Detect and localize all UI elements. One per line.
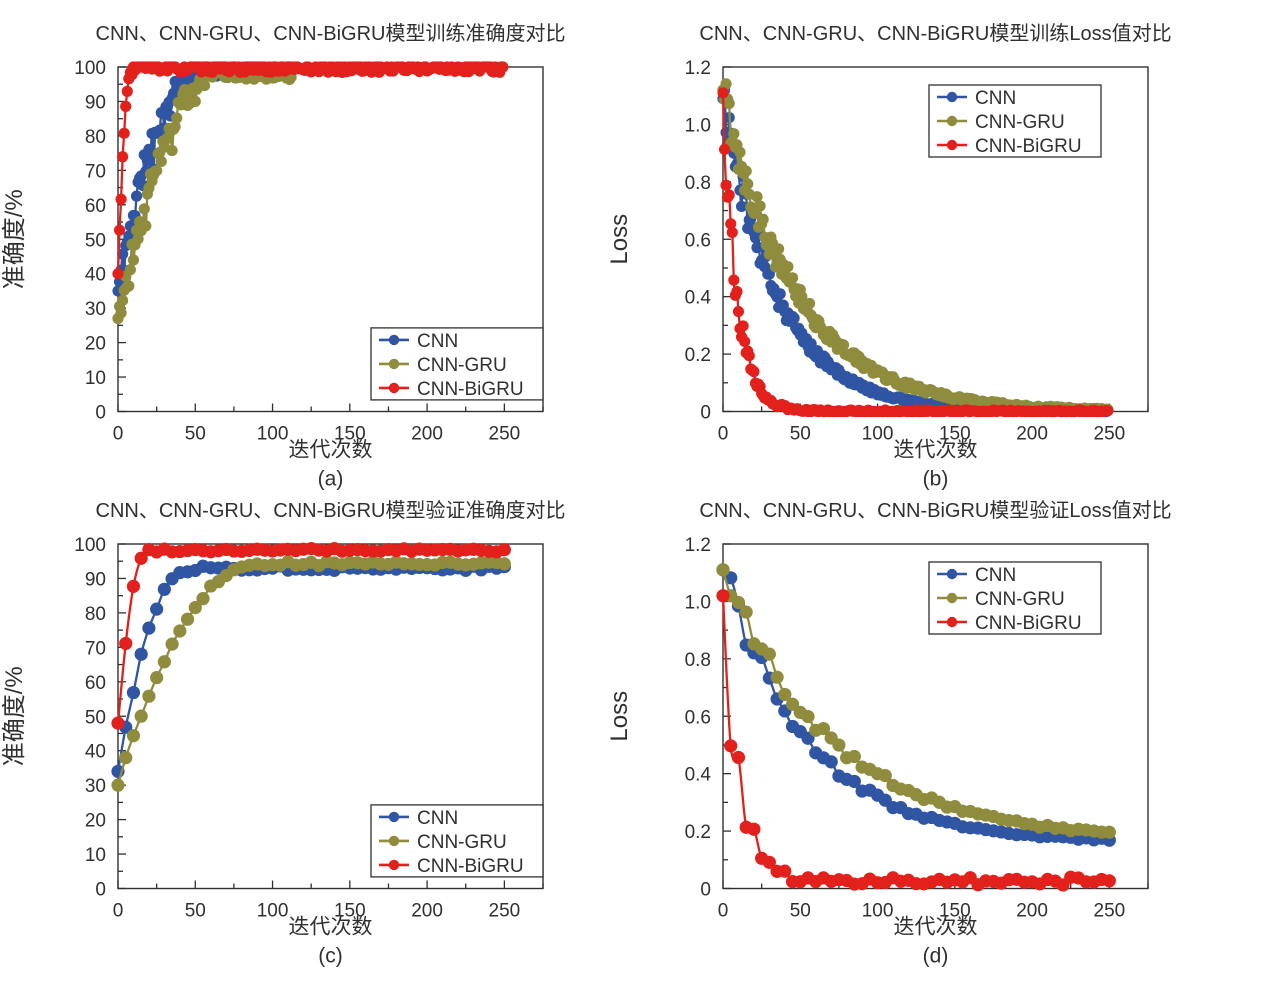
svg-text:CNN、CNN-GRU、CNN-BiGRU模型训练Loss值: CNN、CNN-GRU、CNN-BiGRU模型训练Loss值对比 [699, 22, 1171, 45]
svg-text:100: 100 [862, 424, 894, 445]
svg-text:迭代次数: 迭代次数 [289, 916, 373, 939]
svg-text:200: 200 [1016, 901, 1048, 922]
svg-text:200: 200 [411, 424, 443, 445]
svg-text:50: 50 [185, 901, 206, 922]
svg-text:1.0: 1.0 [685, 592, 711, 613]
svg-text:0.8: 0.8 [685, 173, 711, 194]
svg-text:0: 0 [95, 403, 106, 424]
svg-text:60: 60 [85, 673, 106, 694]
svg-text:10: 10 [85, 368, 106, 389]
svg-text:0.6: 0.6 [685, 230, 711, 251]
svg-text:0: 0 [95, 880, 106, 901]
svg-text:0.2: 0.2 [685, 345, 711, 366]
svg-text:1.2: 1.2 [685, 58, 711, 79]
svg-text:50: 50 [790, 424, 811, 445]
svg-text:CNN、CNN-GRU、CNN-BiGRU模型训练准确度对比: CNN、CNN-GRU、CNN-BiGRU模型训练准确度对比 [96, 22, 566, 45]
svg-text:迭代次数: 迭代次数 [289, 439, 373, 462]
svg-text:CNN: CNN [417, 808, 458, 829]
svg-text:CNN: CNN [417, 331, 458, 352]
svg-text:CNN-BiGRU: CNN-BiGRU [417, 379, 524, 400]
svg-text:40: 40 [85, 265, 106, 286]
svg-text:1.2: 1.2 [685, 535, 711, 556]
svg-text:CNN: CNN [975, 88, 1016, 109]
svg-text:0: 0 [718, 901, 729, 922]
svg-text:0.2: 0.2 [685, 822, 711, 843]
svg-text:40: 40 [85, 742, 106, 763]
svg-text:准确度/%: 准确度/% [1, 666, 28, 766]
svg-text:0.4: 0.4 [685, 765, 712, 786]
svg-text:250: 250 [489, 901, 521, 922]
svg-text:60: 60 [85, 196, 106, 217]
svg-text:200: 200 [1016, 424, 1048, 445]
svg-text:30: 30 [85, 776, 106, 797]
svg-text:30: 30 [85, 299, 106, 320]
svg-text:0: 0 [113, 424, 124, 445]
svg-text:250: 250 [489, 424, 521, 445]
svg-text:0: 0 [700, 403, 711, 424]
svg-text:(c): (c) [318, 945, 343, 968]
svg-text:80: 80 [85, 604, 106, 625]
svg-text:20: 20 [85, 334, 106, 355]
svg-text:70: 70 [85, 638, 106, 659]
svg-text:0: 0 [113, 901, 124, 922]
svg-text:Loss: Loss [606, 214, 633, 265]
svg-text:CNN-BiGRU: CNN-BiGRU [975, 136, 1082, 157]
svg-text:0.8: 0.8 [685, 650, 711, 671]
svg-text:70: 70 [85, 161, 106, 182]
svg-text:20: 20 [85, 811, 106, 832]
svg-text:Loss: Loss [606, 691, 633, 742]
svg-text:100: 100 [74, 58, 106, 79]
svg-text:CNN-GRU: CNN-GRU [975, 112, 1065, 133]
svg-text:CNN、CNN-GRU、CNN-BiGRU模型验证准确度对比: CNN、CNN-GRU、CNN-BiGRU模型验证准确度对比 [96, 499, 566, 522]
svg-text:CNN-GRU: CNN-GRU [417, 832, 507, 853]
svg-text:0: 0 [700, 880, 711, 901]
svg-text:100: 100 [257, 901, 289, 922]
svg-text:CNN-BiGRU: CNN-BiGRU [417, 856, 524, 877]
svg-text:CNN-GRU: CNN-GRU [417, 355, 507, 376]
svg-text:CNN-BiGRU: CNN-BiGRU [975, 613, 1082, 634]
svg-text:0.4: 0.4 [685, 288, 712, 309]
svg-text:0.6: 0.6 [685, 707, 711, 728]
svg-text:200: 200 [411, 901, 443, 922]
svg-text:0: 0 [718, 424, 729, 445]
svg-text:100: 100 [257, 424, 289, 445]
svg-text:100: 100 [862, 901, 894, 922]
svg-text:1.0: 1.0 [685, 115, 711, 136]
svg-text:(d): (d) [923, 945, 949, 968]
svg-text:90: 90 [85, 569, 106, 590]
svg-text:50: 50 [185, 424, 206, 445]
svg-text:CNN-GRU: CNN-GRU [975, 589, 1065, 610]
svg-text:50: 50 [85, 707, 106, 728]
svg-text:50: 50 [85, 230, 106, 251]
svg-text:90: 90 [85, 92, 106, 113]
svg-text:CNN: CNN [975, 565, 1016, 586]
svg-text:80: 80 [85, 127, 106, 148]
svg-text:迭代次数: 迭代次数 [894, 916, 978, 939]
svg-text:准确度/%: 准确度/% [1, 189, 28, 289]
svg-text:迭代次数: 迭代次数 [894, 439, 978, 462]
svg-text:10: 10 [85, 845, 106, 866]
svg-text:250: 250 [1094, 424, 1126, 445]
svg-text:250: 250 [1094, 901, 1126, 922]
svg-text:50: 50 [790, 901, 811, 922]
svg-text:100: 100 [74, 535, 106, 556]
svg-text:CNN、CNN-GRU、CNN-BiGRU模型验证Loss值: CNN、CNN-GRU、CNN-BiGRU模型验证Loss值对比 [699, 499, 1171, 522]
